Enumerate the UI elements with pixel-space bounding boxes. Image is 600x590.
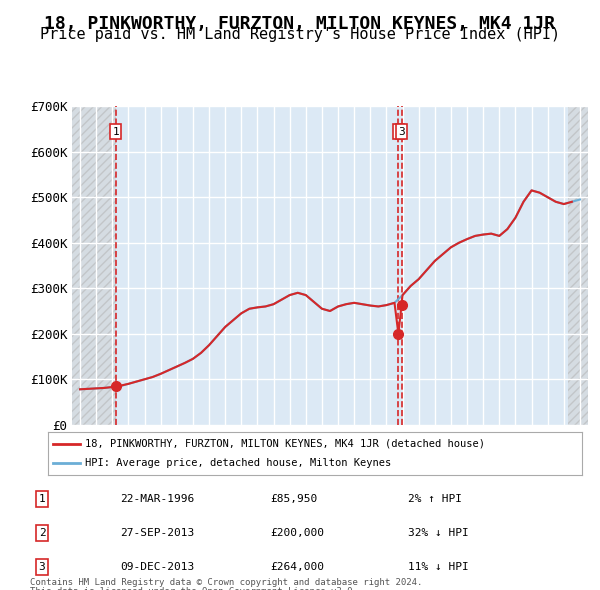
Text: £85,950: £85,950	[270, 494, 317, 504]
Text: 11% ↓ HPI: 11% ↓ HPI	[408, 562, 469, 572]
Text: 3: 3	[38, 562, 46, 572]
Text: £200,000: £200,000	[270, 528, 324, 538]
Text: 18, PINKWORTHY, FURZTON, MILTON KEYNES, MK4 1JR (detached house): 18, PINKWORTHY, FURZTON, MILTON KEYNES, …	[85, 439, 485, 449]
Text: 1: 1	[112, 127, 119, 137]
Text: This data is licensed under the Open Government Licence v3.0.: This data is licensed under the Open Gov…	[30, 587, 358, 590]
Text: 2: 2	[38, 528, 46, 538]
Text: 32% ↓ HPI: 32% ↓ HPI	[408, 528, 469, 538]
Text: 22-MAR-1996: 22-MAR-1996	[120, 494, 194, 504]
Text: 18, PINKWORTHY, FURZTON, MILTON KEYNES, MK4 1JR: 18, PINKWORTHY, FURZTON, MILTON KEYNES, …	[44, 15, 556, 33]
Text: 09-DEC-2013: 09-DEC-2013	[120, 562, 194, 572]
Text: £264,000: £264,000	[270, 562, 324, 572]
Text: 2% ↑ HPI: 2% ↑ HPI	[408, 494, 462, 504]
Text: 3: 3	[398, 127, 405, 137]
Text: 27-SEP-2013: 27-SEP-2013	[120, 528, 194, 538]
Text: 1: 1	[38, 494, 46, 504]
Text: Contains HM Land Registry data © Crown copyright and database right 2024.: Contains HM Land Registry data © Crown c…	[30, 578, 422, 587]
Bar	[72, 106, 116, 425]
Text: HPI: Average price, detached house, Milton Keynes: HPI: Average price, detached house, Milt…	[85, 458, 392, 468]
Bar	[568, 106, 588, 425]
Text: 2: 2	[395, 127, 402, 137]
Text: Price paid vs. HM Land Registry's House Price Index (HPI): Price paid vs. HM Land Registry's House …	[40, 27, 560, 41]
